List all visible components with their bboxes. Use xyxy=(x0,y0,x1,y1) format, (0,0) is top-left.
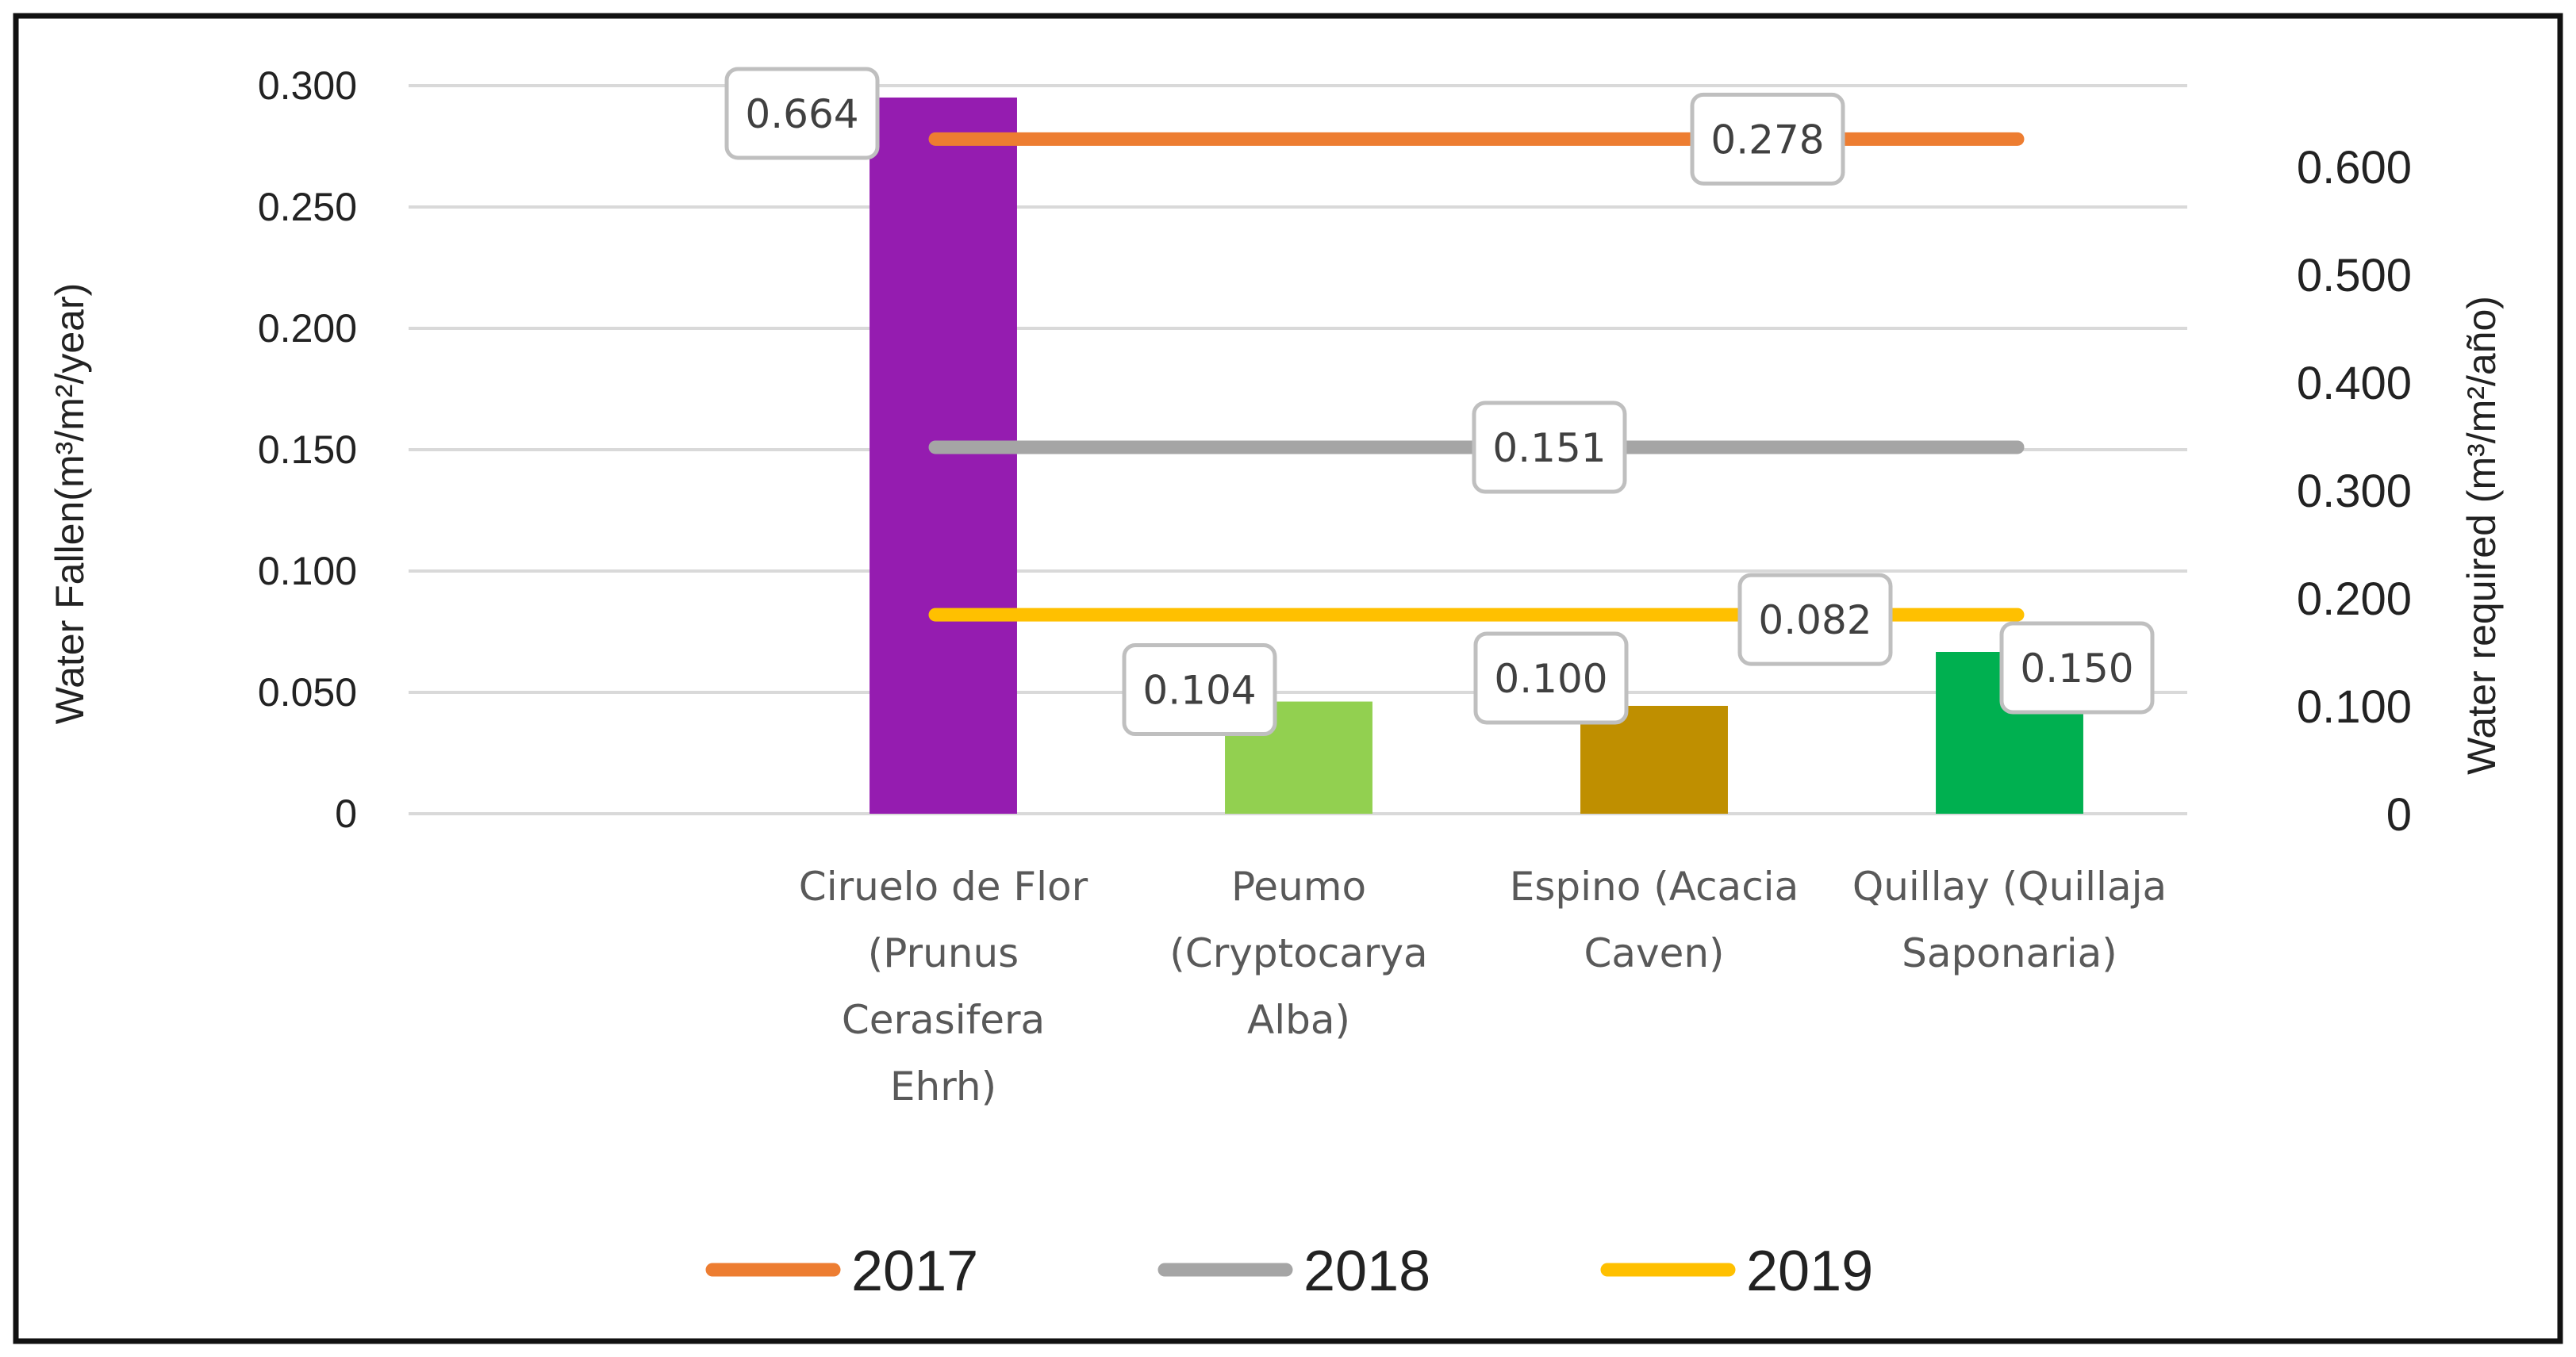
data-labels: 0.664 0.104 0.100 0.150 0.278 0.151 0.082 xyxy=(724,67,2155,737)
data-label: 0.104 xyxy=(1142,668,1256,714)
chart-frame xyxy=(13,13,2563,1344)
left-tick-label: 0.300 xyxy=(258,63,357,108)
data-label-box xyxy=(1690,92,1845,186)
data-label: 0.664 xyxy=(745,91,858,137)
legend: 2017 2018 2019 xyxy=(705,1240,1873,1303)
left-axis-title: Water Fallen(m³/m²/year) xyxy=(48,283,92,725)
right-tick-label: 0.500 xyxy=(2297,250,2412,301)
legend-label: 2017 xyxy=(851,1240,978,1303)
data-label-box xyxy=(1473,631,1629,725)
bar xyxy=(870,97,1017,814)
data-label: 0.151 xyxy=(1492,425,1606,471)
left-tick-label: 0 xyxy=(335,792,357,836)
category-labels: Ciruelo de Flor (Prunus Cerasifera Ehrh) Peu… xyxy=(799,864,2167,1110)
category-label: (Cryptocarya xyxy=(1169,930,1427,976)
category-label: Espino (Acacia xyxy=(1510,864,1799,910)
data-label-box xyxy=(1999,621,2155,715)
data-label-box xyxy=(1122,643,1277,737)
data-label-box xyxy=(1472,401,1627,494)
legend-label: 2019 xyxy=(1746,1240,1873,1303)
right-axis-ticks: 0 0.100 0.200 0.300 0.400 0.500 0.600 xyxy=(2297,142,2412,841)
left-tick-label: 0.200 xyxy=(258,306,357,351)
legend-label: 2018 xyxy=(1303,1240,1430,1303)
left-axis-ticks: 0 0.050 0.100 0.150 0.200 0.250 0.300 xyxy=(258,63,357,836)
right-tick-label: 0.300 xyxy=(2297,466,2412,517)
data-label: 0.082 xyxy=(1758,597,1872,643)
right-tick-label: 0 xyxy=(2386,789,2412,841)
right-tick-label: 0.400 xyxy=(2297,358,2412,409)
category-label: Peumo xyxy=(1231,864,1366,910)
left-tick-label: 0.150 xyxy=(258,427,357,472)
category-label: Cerasifera xyxy=(842,997,1045,1043)
gridlines xyxy=(409,84,2187,815)
left-tick-label: 0.100 xyxy=(258,549,357,593)
right-axis-title: Water required (m³/m²/año) xyxy=(2459,296,2504,775)
category-label: Ciruelo de Flor xyxy=(799,864,1088,910)
category-label: Quillay (Quillaja xyxy=(1852,864,2167,910)
right-tick-label: 0.600 xyxy=(2297,142,2412,194)
right-tick-label: 0.200 xyxy=(2297,573,2412,625)
data-label-box xyxy=(1737,573,1893,666)
data-label: 0.100 xyxy=(1494,656,1607,702)
right-tick-label: 0.100 xyxy=(2297,681,2412,733)
left-tick-label: 0.250 xyxy=(258,185,357,229)
category-label: (Prunus xyxy=(868,930,1019,976)
category-label: Ehrh) xyxy=(890,1064,996,1110)
data-label: 0.150 xyxy=(2020,646,2133,692)
category-label: Saponaria) xyxy=(1902,930,2117,976)
left-tick-label: 0.050 xyxy=(258,670,357,715)
category-label: Alba) xyxy=(1247,997,1350,1043)
category-label: Caven) xyxy=(1584,930,1724,976)
data-label-box xyxy=(724,67,880,160)
data-label: 0.278 xyxy=(1710,117,1824,163)
